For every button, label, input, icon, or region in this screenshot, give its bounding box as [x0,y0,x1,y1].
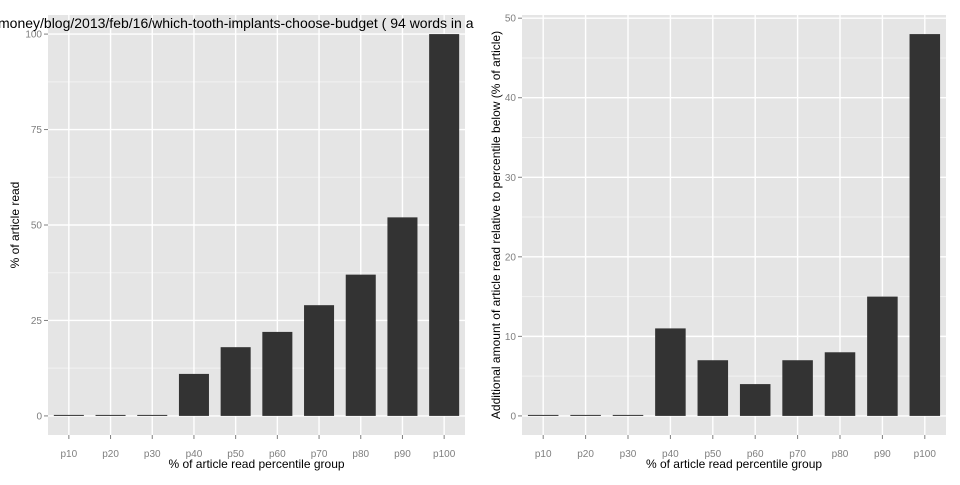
y-tick-label: 50 [31,221,43,232]
bar-p40 [178,373,209,416]
x-tick-label: p40 [662,449,679,460]
y-tick-label: 0 [36,411,42,422]
bar-p50 [697,360,729,416]
x-tick-label: p80 [832,449,849,460]
y-axis-title: Additional amount of article read relati… [489,31,503,419]
bar-p20 [570,414,601,416]
x-tick-label: p20 [102,449,119,460]
x-tick-label: p100 [914,449,937,460]
y-axis-title: % of article read [8,182,22,269]
x-tick-label: p30 [144,449,161,460]
bar-p30 [137,414,168,416]
bar-p60 [739,384,771,416]
bar-p70 [304,305,335,416]
x-tick-label: p80 [352,449,369,460]
bar-p10 [53,414,84,416]
x-tick-label: p30 [620,449,637,460]
bar-p80 [345,274,376,416]
bar-p30 [612,414,644,416]
x-tick-label: p70 [789,449,806,460]
chart-right: 0 10 20 30 40 50 p10 p20 p30 p40 p50 p60 p70 p80 p90 p1… [489,14,946,471]
x-tick-label: p90 [874,449,891,460]
y-tick-label: 25 [31,316,43,327]
bar-p100 [909,34,941,416]
x-tick-label: p90 [394,449,411,460]
y-tick-label: 40 [505,93,517,104]
y-tick-label: 0 [510,411,516,422]
x-tick-label: p40 [186,449,203,460]
x-tick-label: p50 [704,449,721,460]
bar-p60 [262,331,293,416]
x-tick-label: p10 [535,449,552,460]
y-tick-label: 75 [31,125,43,136]
y-tick-label: 30 [505,173,517,184]
bar-p10 [527,414,559,416]
x-axis-title: % of article read percentile group [646,457,822,471]
bar-p100 [429,34,460,416]
y-tick-label: 20 [505,252,517,263]
x-axis-title: % of article read percentile group [168,457,344,471]
y-tick-label: 100 [25,30,42,41]
x-tick-label: p10 [61,449,78,460]
bar-p90 [867,296,898,416]
bar-p90 [387,217,418,416]
bar-p20 [95,414,126,416]
x-tick-label: p50 [227,449,244,460]
bar-p70 [782,360,813,416]
y-tick-label: 50 [505,14,517,25]
x-tick-label: p20 [577,449,594,460]
bar-p80 [824,352,856,416]
x-tick-label: p100 [433,449,456,460]
x-tick-label: p60 [269,449,286,460]
x-tick-label: p70 [311,449,328,460]
page-title: money/blog/2013/feb/16/which-tooth-impla… [0,15,474,31]
chart-left: 0 25 50 75 100 p10 p20 p30 p40 p50 p60 p70 p80 p90 p10… [8,15,465,471]
y-tick-label: 10 [505,332,517,343]
bar-p50 [220,347,251,416]
bar-p40 [655,328,686,416]
x-tick-label: p60 [747,449,764,460]
